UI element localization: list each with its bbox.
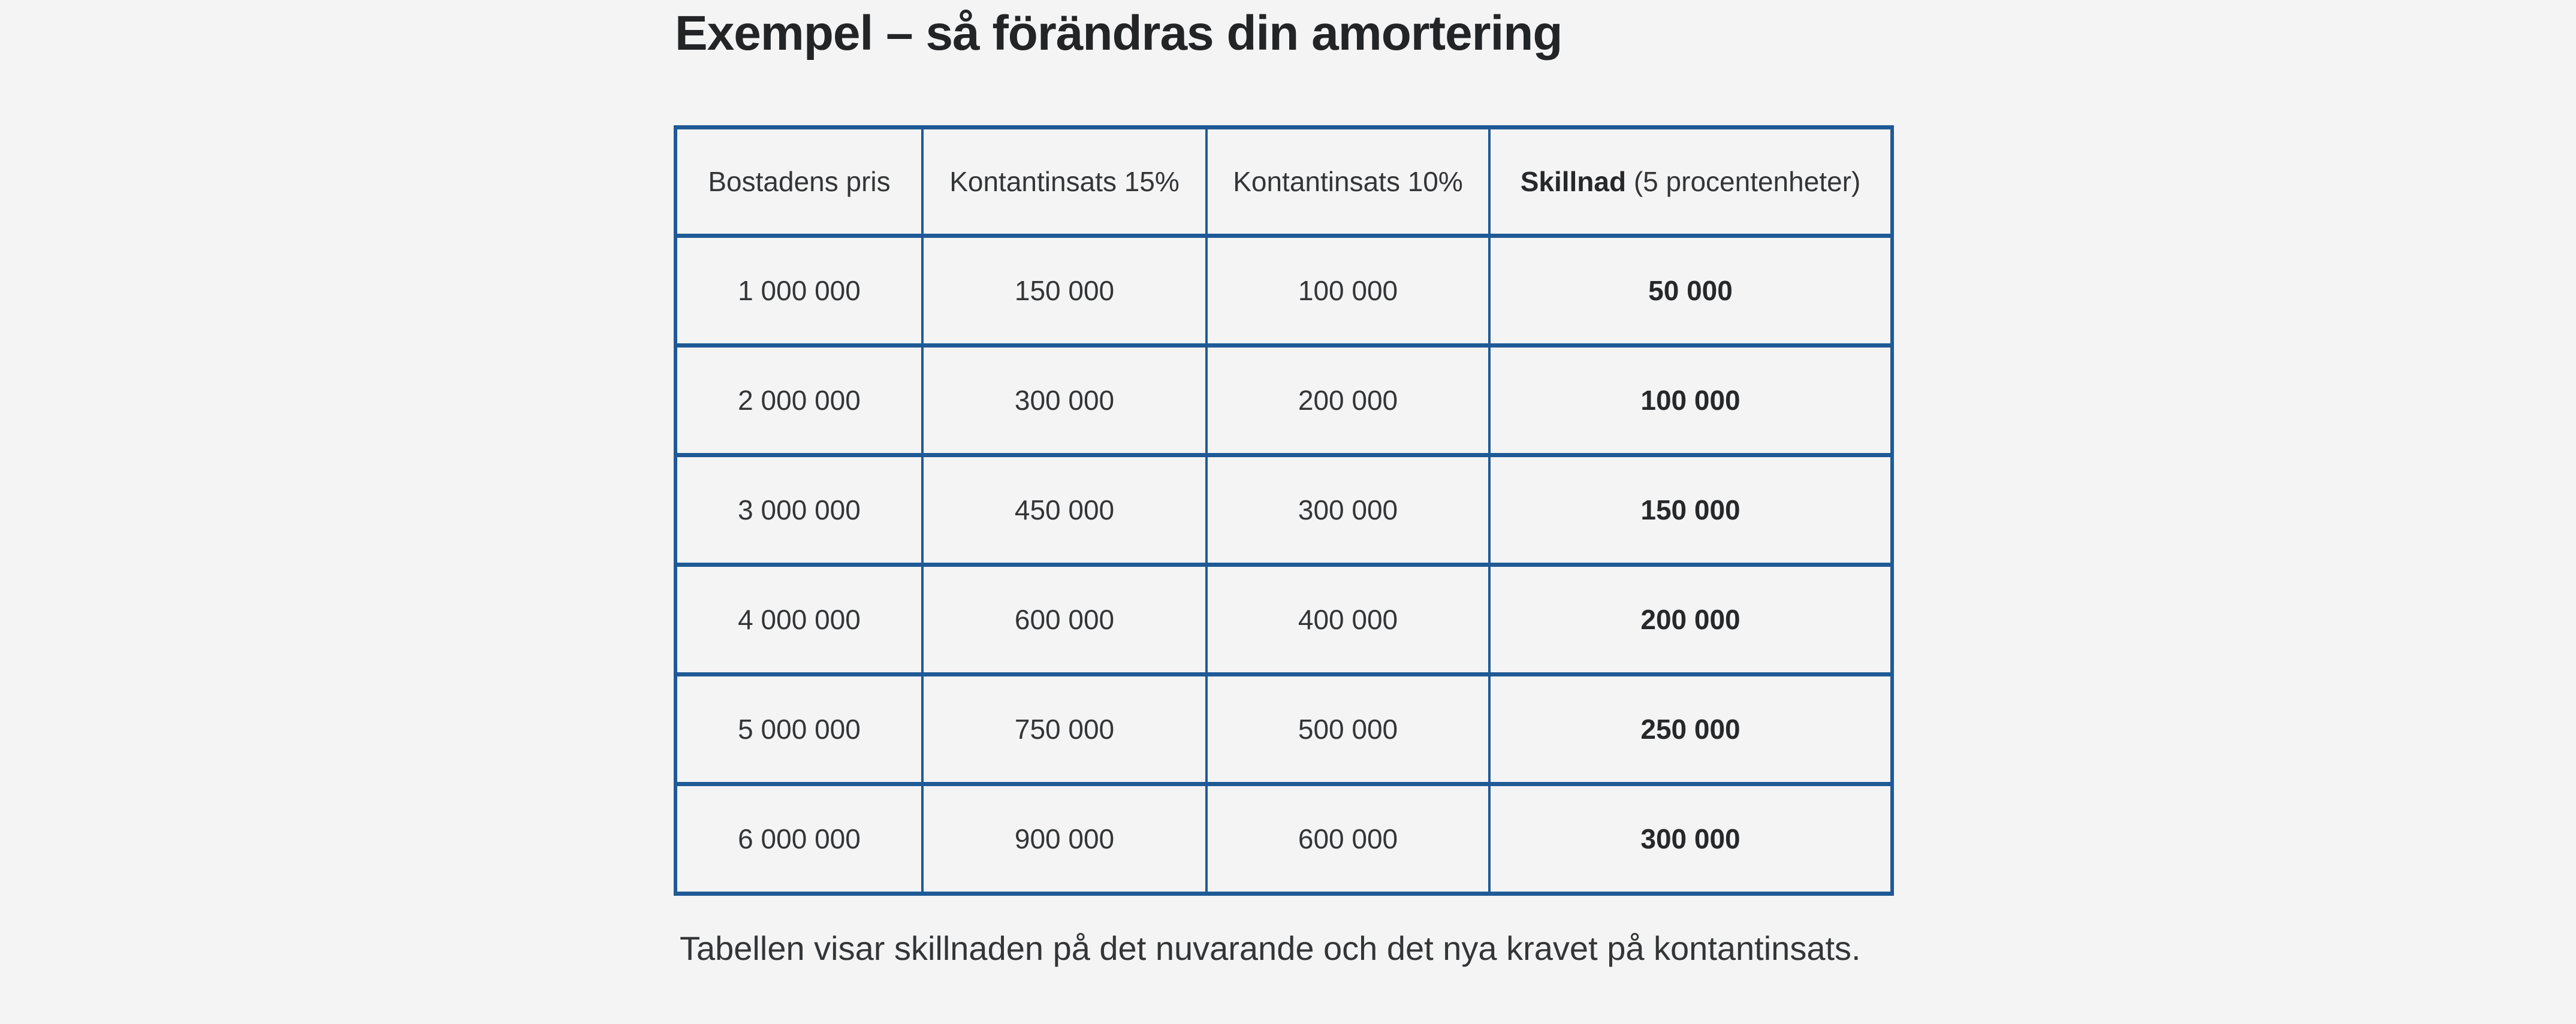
amortering-table: Bostadens pris Kontantinsats 15% Kontantin… — [674, 125, 1894, 896]
table-cell: 600 000 — [1205, 781, 1491, 896]
table-cell: 100 000 — [1205, 233, 1491, 348]
table-cell: 4 000 000 — [674, 562, 924, 676]
column-header: Skillnad (5 procentenheter) — [1488, 125, 1893, 238]
column-header: Kontantinsats 10% — [1205, 125, 1491, 238]
table-body: 1 000 000 150 000 100 000 50 000 2 000 000 30… — [674, 233, 1893, 896]
column-header: Kontantinsats 15% — [921, 125, 1208, 238]
table-cell: 100 000 — [1488, 343, 1893, 457]
page-title: Exempel – så förändras din amortering — [675, 6, 1563, 61]
table-cell: 1 000 000 — [674, 233, 924, 348]
table-row: 1 000 000 150 000 100 000 50 000 — [674, 233, 1893, 348]
column-header-normal-text: (5 procentenheter) — [1626, 165, 1861, 197]
table-cell: 2 000 000 — [674, 343, 924, 457]
table-caption: Tabellen visar skillnaden på det nuvaran… — [680, 929, 1861, 967]
table-cell: 200 000 — [1205, 343, 1491, 457]
column-header: Bostadens pris — [674, 125, 924, 238]
content-section: Exempel – så förändras din amortering Bo… — [674, 0, 1894, 971]
table-cell: 150 000 — [921, 233, 1208, 348]
table-row: 2 000 000 300 000 200 000 100 000 — [674, 343, 1893, 457]
table-cell: 900 000 — [921, 781, 1208, 896]
table-cell: 300 000 — [1205, 452, 1491, 567]
table-row: 3 000 000 450 000 300 000 150 000 — [674, 452, 1893, 567]
table-cell: 750 000 — [921, 672, 1208, 786]
header-row: Bostadens pris Kontantinsats 15% Kontantin… — [674, 125, 1893, 238]
table-cell: 3 000 000 — [674, 452, 924, 567]
table-row: 4 000 000 600 000 400 000 200 000 — [674, 562, 1893, 676]
table-cell: 500 000 — [1205, 672, 1491, 786]
table-head: Bostadens pris Kontantinsats 15% Kontantin… — [674, 125, 1893, 238]
column-header-bold-text: Skillnad — [1520, 165, 1627, 197]
table-cell: 200 000 — [1488, 562, 1893, 676]
table-row: 6 000 000 900 000 600 000 300 000 — [674, 781, 1893, 896]
table-cell: 450 000 — [921, 452, 1208, 567]
table-cell: 300 000 — [921, 343, 1208, 457]
table-cell: 600 000 — [921, 562, 1208, 676]
table-cell: 150 000 — [1488, 452, 1893, 567]
table-cell: 300 000 — [1488, 781, 1893, 896]
table-cell: 6 000 000 — [674, 781, 924, 896]
table-cell: 400 000 — [1205, 562, 1491, 676]
table-row: 5 000 000 750 000 500 000 250 000 — [674, 672, 1893, 786]
table-cell: 50 000 — [1488, 233, 1893, 348]
table-cell: 5 000 000 — [674, 672, 924, 786]
table-cell: 250 000 — [1488, 672, 1893, 786]
